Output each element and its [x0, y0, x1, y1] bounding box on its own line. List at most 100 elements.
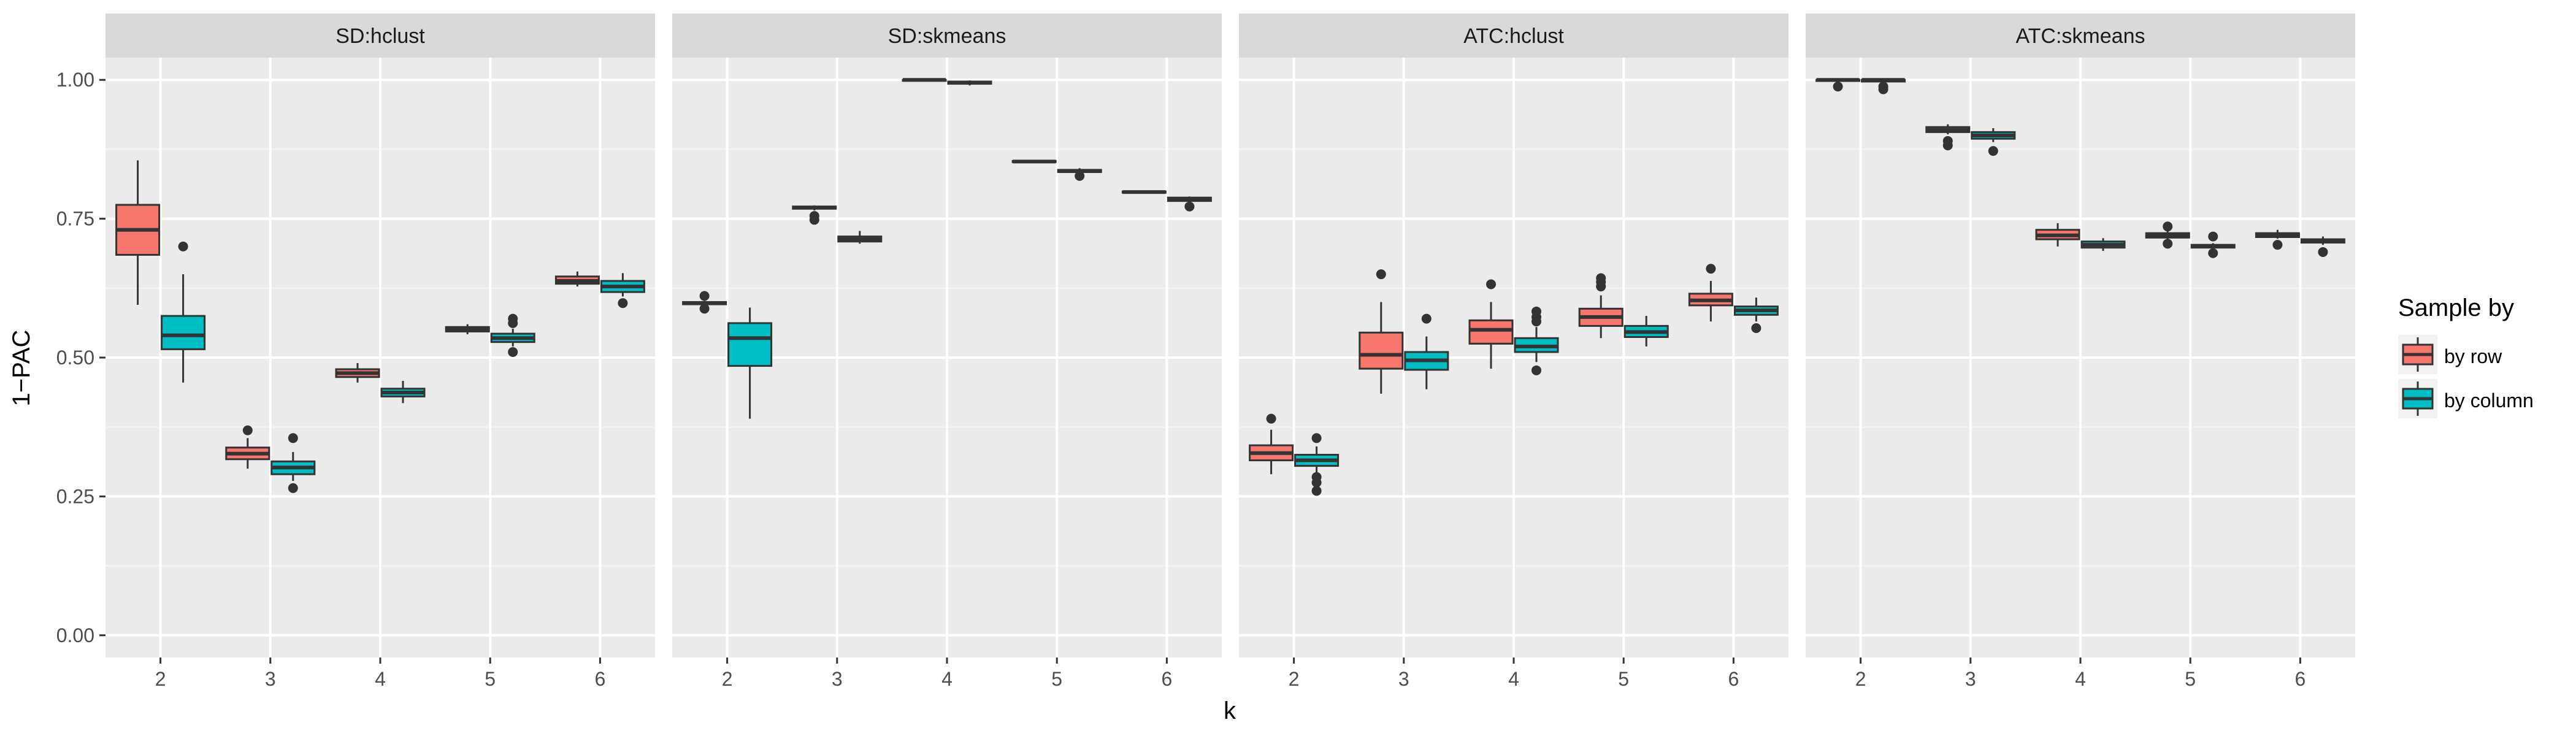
outlier-point: [242, 425, 253, 435]
box: [2190, 231, 2236, 258]
outlier-point: [2208, 248, 2218, 258]
legend: Sample by by row by column: [2398, 294, 2534, 418]
outlier-point: [1988, 146, 1998, 156]
legend-label-by-row: by row: [2444, 345, 2502, 367]
box: [2300, 236, 2345, 257]
box: [445, 324, 490, 334]
y-axis-title: 1−PAC: [8, 330, 35, 407]
box: [161, 241, 206, 383]
legend-label-by-column: by column: [2444, 389, 2534, 412]
x-axis-title: k: [1224, 697, 1236, 724]
x-tick-label: 3: [1398, 668, 1409, 690]
x-tick-label: 3: [832, 668, 843, 690]
outlier-point: [2163, 221, 2173, 232]
facet-strip: [105, 13, 655, 58]
outlier-point: [1184, 201, 1195, 212]
outlier-point: [1376, 269, 1386, 280]
facet-strip-label: ATC:hclust: [1463, 25, 1564, 48]
x-tick-label: 2: [722, 668, 733, 690]
box: [1057, 168, 1102, 181]
box: [380, 381, 426, 404]
box: [1121, 190, 1167, 194]
outlier-point: [508, 347, 518, 357]
facet-panel: SD:hclust 2 3 4 5 6: [105, 13, 655, 690]
outlier-point: [1878, 84, 1888, 94]
y-tick-label: 0.00: [56, 624, 94, 646]
x-tick-label: 5: [485, 668, 496, 690]
x-tick-label: 4: [2075, 668, 2086, 690]
box: [1167, 196, 1212, 212]
facet-strip-label: ATC:skmeans: [2016, 25, 2145, 48]
legend-keys: [2398, 335, 2437, 418]
outlier-point: [2272, 240, 2283, 250]
outlier-point: [1751, 323, 1761, 334]
x-tick-label: 5: [1051, 668, 1062, 690]
facet-strip: [1239, 13, 1788, 58]
box: [1468, 279, 1514, 369]
box: [1359, 269, 1404, 394]
outlier-point: [618, 298, 628, 309]
box-iqr: [727, 322, 773, 367]
box: [1294, 433, 1340, 496]
box: [1011, 159, 1057, 164]
x-tick-label: 6: [2295, 668, 2306, 690]
box: [1925, 124, 1971, 151]
outlier-point: [288, 433, 298, 443]
box: [727, 307, 773, 419]
outlier-point: [1311, 477, 1322, 488]
x-tick-label: 3: [1965, 668, 1976, 690]
outlier-point: [809, 215, 819, 225]
legend-title: Sample by: [2398, 294, 2514, 321]
x-tick-label: 3: [265, 668, 276, 690]
outlier-point: [288, 483, 298, 493]
box: [1971, 128, 2016, 156]
x-tick-label: 4: [375, 668, 386, 690]
box: [837, 231, 883, 244]
y-tick-label: 0.50: [56, 347, 94, 369]
legend-key-by-row: [2398, 335, 2437, 374]
box: [335, 363, 380, 383]
box: [2080, 238, 2126, 251]
outlier-point: [1942, 140, 1953, 151]
y-tick-label: 0.25: [56, 485, 94, 507]
outlier-point: [2163, 239, 2173, 249]
y-tick-label: 0.75: [56, 208, 94, 230]
outlier-point: [699, 304, 710, 314]
box: [270, 433, 316, 493]
facet-strip: [1806, 13, 2355, 58]
outlier-point: [2208, 231, 2218, 242]
facet-strip: [672, 13, 1222, 58]
outlier-point: [2318, 247, 2328, 257]
x-tick-label: 4: [1508, 668, 1519, 690]
box: [1249, 413, 1294, 475]
x-tick-label: 2: [1289, 668, 1300, 690]
outlier-point: [1486, 279, 1496, 289]
box: [1578, 273, 1623, 339]
box-iqr: [1359, 331, 1404, 370]
box: [490, 313, 535, 357]
box: [947, 80, 992, 86]
outlier-point: [1421, 313, 1432, 324]
box: [2145, 221, 2190, 249]
x-tick-label: 6: [595, 668, 606, 690]
outlier-point: [508, 318, 518, 328]
facet-panels: SD:hclust 2 3 4 5 6 SD:skmeans 2 3 4 5 6 ATC:hclust 2…: [105, 13, 2355, 690]
box-iqr: [1468, 319, 1514, 345]
box: [1733, 297, 1779, 334]
box: [1861, 78, 1906, 94]
x-tick-label: 5: [2185, 668, 2196, 690]
box: [115, 160, 161, 305]
facet-panel: SD:skmeans 2 3 4 5 6: [672, 13, 1222, 690]
box: [2255, 229, 2300, 250]
outlier-point: [699, 291, 710, 301]
facet-panel: ATC:skmeans 2 3 4 5 6: [1806, 13, 2355, 690]
box: [1688, 264, 1733, 322]
facet-panel: ATC:hclust 2 3 4 5 6: [1239, 13, 1788, 690]
x-tick-label: 4: [941, 668, 953, 690]
outlier-point: [1311, 486, 1322, 496]
outlier-point: [1311, 433, 1322, 443]
outlier-point: [1596, 282, 1606, 292]
outlier-point: [1266, 413, 1276, 424]
outlier-point: [1706, 264, 1716, 274]
